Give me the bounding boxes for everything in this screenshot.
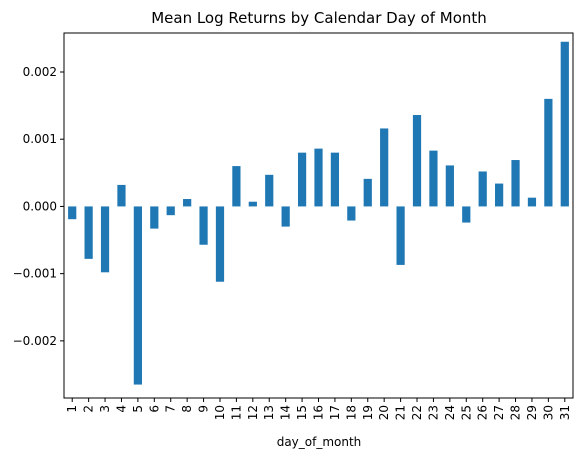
bar-day-2 — [84, 206, 93, 259]
x-tick-label: 4 — [114, 405, 128, 413]
bar-day-28 — [511, 160, 520, 207]
bar-day-9 — [199, 206, 208, 245]
bars-group — [68, 41, 569, 385]
bar-day-31 — [560, 41, 569, 207]
bar-day-4 — [117, 184, 126, 207]
x-tick-label: 20 — [377, 405, 391, 420]
bar-day-5 — [133, 206, 142, 385]
bar-day-7 — [166, 206, 175, 216]
bar-day-3 — [100, 206, 110, 273]
x-tick-label: 29 — [525, 405, 539, 420]
x-tick-label: 11 — [229, 405, 243, 420]
bar-day-30 — [544, 98, 553, 207]
x-tick-label: 28 — [509, 405, 523, 420]
bar-day-26 — [478, 171, 487, 207]
x-tick-label: 19 — [361, 405, 375, 420]
bar-day-22 — [412, 115, 422, 207]
bar-day-10 — [215, 206, 225, 282]
x-tick-label: 14 — [279, 405, 293, 420]
bar-day-19 — [363, 178, 372, 207]
x-tick-label: 2 — [82, 405, 96, 413]
x-tick-label: 1 — [65, 405, 79, 413]
x-tick-label: 9 — [197, 405, 211, 413]
x-tick-label: 3 — [98, 405, 112, 413]
x-tick-label: 16 — [312, 405, 326, 420]
bar-day-11 — [232, 166, 241, 207]
bar-day-25 — [462, 206, 471, 223]
bar-day-15 — [297, 152, 307, 207]
bar-day-23 — [429, 150, 438, 207]
x-axis-label: day_of_month — [277, 435, 362, 449]
bar-day-17 — [330, 152, 340, 207]
x-tick-label: 22 — [410, 405, 424, 420]
y-axis-ticks: −0.002 −0.001 0.000 0.001 0.002 — [13, 65, 64, 348]
x-tick-label: 18 — [344, 405, 358, 420]
x-tick-label: 7 — [164, 405, 178, 413]
bar-day-27 — [495, 183, 504, 207]
y-tick-label: −0.002 — [13, 334, 57, 348]
x-tick-label: 17 — [328, 405, 342, 420]
x-tick-label: 5 — [131, 405, 145, 413]
x-tick-label: 13 — [262, 405, 276, 420]
x-tick-label: 12 — [246, 405, 260, 420]
bar-day-8 — [183, 199, 192, 207]
x-tick-label: 8 — [180, 405, 194, 413]
bar-day-13 — [265, 174, 274, 207]
bar-day-12 — [248, 201, 257, 207]
chart-title: Mean Log Returns by Calendar Day of Mont… — [151, 9, 487, 27]
y-tick-label: 0.002 — [23, 65, 57, 79]
x-tick-label: 10 — [213, 405, 227, 420]
bar-day-29 — [527, 197, 537, 207]
bar-day-1 — [68, 206, 77, 220]
x-tick-label: 21 — [394, 405, 408, 420]
x-tick-label: 6 — [147, 405, 161, 413]
x-tick-label: 25 — [459, 405, 473, 420]
bar-day-21 — [396, 206, 405, 265]
bar-day-14 — [281, 206, 290, 227]
x-tick-label: 26 — [476, 405, 490, 420]
x-tick-label: 31 — [558, 405, 572, 420]
y-tick-label: −0.001 — [13, 267, 57, 281]
x-tick-label: 27 — [492, 405, 506, 420]
x-tick-label: 24 — [443, 405, 457, 420]
bar-day-24 — [445, 165, 454, 207]
bar-day-20 — [380, 128, 389, 207]
bar-day-18 — [347, 206, 356, 221]
plot-frame — [63, 32, 574, 399]
x-tick-label: 15 — [295, 405, 309, 420]
x-tick-label: 30 — [541, 405, 555, 420]
x-tick-label: 23 — [426, 405, 440, 420]
bar-day-6 — [150, 206, 159, 229]
x-axis-ticks: 1 2 3 4 5 6 7 8 9 10 11 12 13 14 15 16 17 18 19 20 21 22 23 24 2… — [65, 398, 572, 420]
y-tick-label: 0.001 — [23, 132, 57, 146]
bar-day-16 — [314, 148, 323, 207]
y-tick-label: 0.000 — [23, 199, 57, 213]
